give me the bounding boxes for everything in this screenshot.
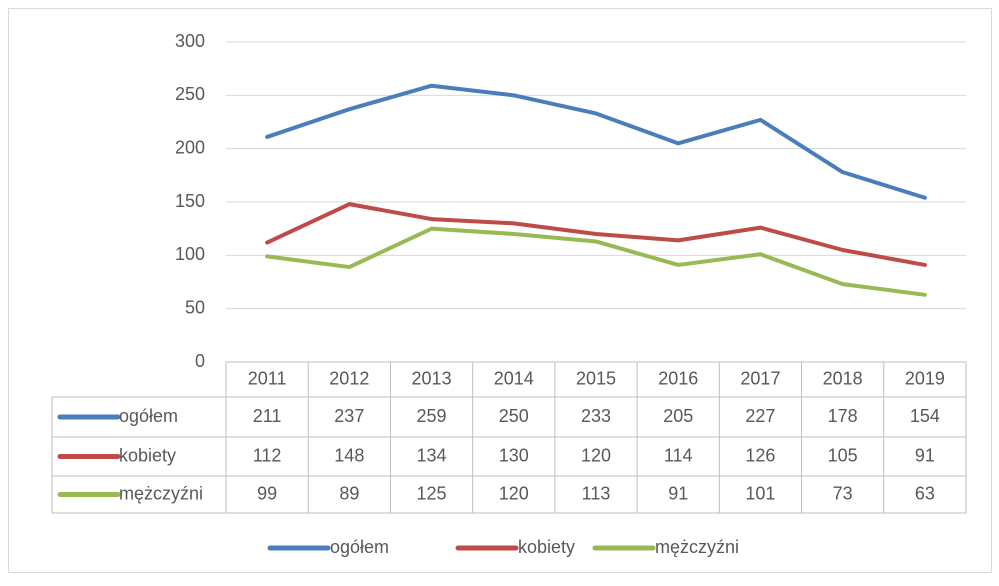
legend-label: kobiety — [518, 537, 575, 557]
x-tick-label: 2017 — [740, 368, 780, 388]
line-series — [265, 83, 927, 200]
x-tick-label: 2015 — [576, 368, 616, 388]
y-tick-label: 200 — [175, 137, 205, 157]
table-value: 205 — [663, 406, 693, 426]
table-value: 101 — [745, 483, 775, 503]
table-value: 120 — [499, 483, 529, 503]
y-tick-label: 100 — [175, 244, 205, 264]
table-value: 211 — [253, 406, 282, 426]
table-value: 148 — [334, 445, 364, 465]
x-tick-label: 2016 — [658, 368, 698, 388]
table-value: 227 — [745, 406, 775, 426]
table-row-label: kobiety — [119, 445, 176, 465]
table-value: 126 — [745, 445, 775, 465]
y-tick-label: 250 — [175, 84, 205, 104]
table-value: 134 — [417, 445, 447, 465]
table-value: 125 — [417, 483, 447, 503]
x-tick-label: 2011 — [248, 368, 287, 388]
x-tick-label: 2013 — [412, 368, 452, 388]
table-value: 112 — [253, 445, 282, 465]
table-value: 89 — [339, 483, 359, 503]
y-tick-label: 150 — [175, 191, 205, 211]
x-tick-label: 2019 — [905, 368, 945, 388]
table-value: 73 — [833, 483, 853, 503]
table-value: 63 — [915, 483, 935, 503]
legend-label: ogółem — [330, 537, 389, 557]
table-row-label: mężczyźni — [119, 483, 203, 503]
table-value: 113 — [582, 483, 611, 503]
table-value: 105 — [828, 445, 858, 465]
table-value: 259 — [417, 406, 447, 426]
table-value: 237 — [334, 406, 364, 426]
table-value: 130 — [499, 445, 529, 465]
table-row-label: ogółem — [119, 406, 178, 426]
line-series — [265, 202, 927, 267]
table-value: 91 — [668, 483, 688, 503]
x-tick-label: 2012 — [329, 368, 369, 388]
table-value: 154 — [910, 406, 940, 426]
table-value: 250 — [499, 406, 529, 426]
table-value: 120 — [581, 445, 611, 465]
legend-label: mężczyźni — [655, 537, 739, 557]
y-tick-label: 0 — [195, 351, 205, 371]
table-value: 99 — [257, 483, 277, 503]
chart-border — [8, 8, 992, 573]
x-tick-label: 2018 — [823, 368, 863, 388]
table-value: 233 — [581, 406, 611, 426]
x-tick-label: 2014 — [494, 368, 534, 388]
table-value: 178 — [828, 406, 858, 426]
table-value: 91 — [915, 445, 935, 465]
table-value: 114 — [664, 445, 693, 465]
y-tick-label: 50 — [185, 297, 205, 317]
y-tick-label: 300 — [175, 31, 205, 51]
line-series — [265, 226, 927, 297]
